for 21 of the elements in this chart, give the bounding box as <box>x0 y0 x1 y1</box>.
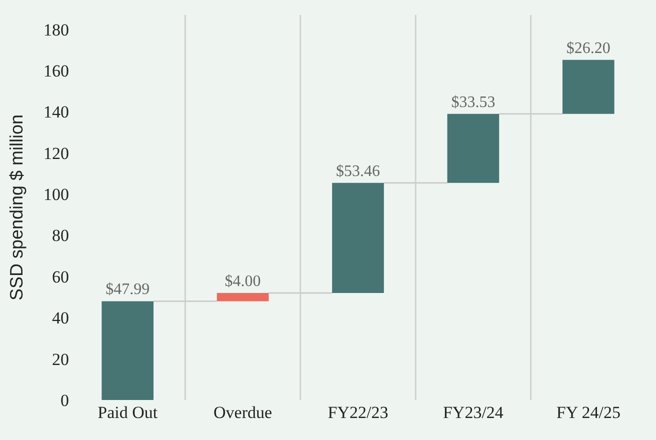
y-tick-label: 80 <box>52 226 69 246</box>
data-label: $4.00 <box>224 272 261 290</box>
y-tick-label: 0 <box>60 390 69 410</box>
x-tick-label: FY22/23 <box>328 403 388 422</box>
data-label: $33.53 <box>451 94 496 111</box>
data-label: $47.99 <box>106 281 150 298</box>
y-tick-label: 20 <box>52 350 69 369</box>
x-tick-label: FY 24/25 <box>556 403 620 422</box>
x-tick-label: Paid Out <box>98 403 158 422</box>
x-tick-label: FY23/24 <box>442 403 504 422</box>
data-label: $53.46 <box>336 162 380 180</box>
y-axis-title: SSD spending $ million <box>6 114 27 301</box>
data-label: $26.20 <box>566 40 610 57</box>
y-tick-label: 100 <box>44 185 69 204</box>
y-tick-label: 40 <box>52 308 69 328</box>
y-tick-label: 180 <box>44 20 69 40</box>
y-tick-label: 160 <box>44 62 69 81</box>
y-tick-label: 60 <box>52 267 69 286</box>
y-tick-label: 140 <box>44 102 69 122</box>
y-tick-label: 120 <box>44 144 69 163</box>
x-tick-label: Overdue <box>214 403 272 422</box>
